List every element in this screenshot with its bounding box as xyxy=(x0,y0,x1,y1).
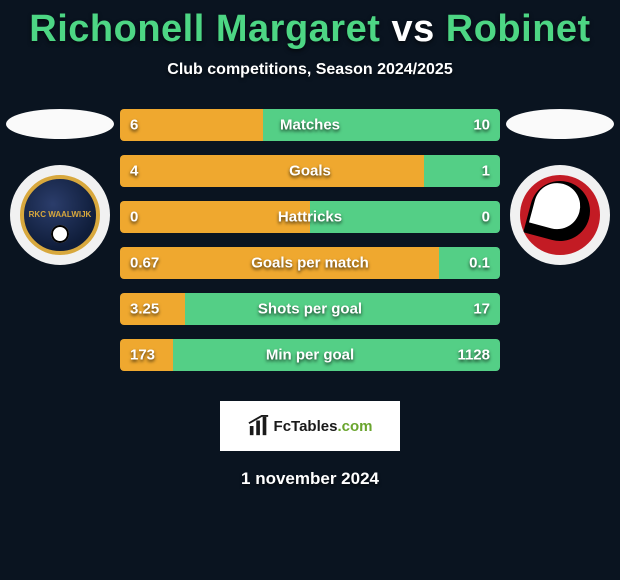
stat-bar-left xyxy=(120,109,263,141)
stat-label: Shots per goal xyxy=(258,301,362,318)
stat-value-left: 0.67 xyxy=(130,255,159,272)
bird-swoosh-icon xyxy=(523,175,596,248)
right-team-column xyxy=(500,109,620,385)
subtitle: Club competitions, Season 2024/2025 xyxy=(0,61,620,79)
stat-label: Matches xyxy=(280,117,340,134)
left-player-ellipse xyxy=(6,109,114,139)
bar-chart-icon xyxy=(248,415,270,437)
brand-text: FcTables.com xyxy=(274,418,373,435)
stat-label: Goals per match xyxy=(251,255,369,272)
comparison-area: RKC WAALWIJK Matches 6 10 Goals 4 1 Hattricks 0… xyxy=(0,109,620,385)
left-team-logo: RKC WAALWIJK xyxy=(10,165,110,265)
right-player-ellipse xyxy=(506,109,614,139)
left-team-logo-text: RKC WAALWIJK xyxy=(29,211,92,220)
stat-value-right: 0 xyxy=(482,209,490,226)
stat-bars: Matches 6 10 Goals 4 1 Hattricks 0 0 Goals per ma… xyxy=(120,109,500,385)
title-word: Robinet xyxy=(446,8,591,50)
stat-value-right: 1128 xyxy=(457,347,490,364)
stat-row: Goals per match 0.67 0.1 xyxy=(120,247,500,279)
stat-row: Goals 4 1 xyxy=(120,155,500,187)
stat-row: Min per goal 173 1128 xyxy=(120,339,500,371)
stat-bar-left xyxy=(120,155,424,187)
left-team-column: RKC WAALWIJK xyxy=(0,109,120,385)
title-word: vs xyxy=(391,8,434,50)
stat-value-left: 3.25 xyxy=(130,301,159,318)
stat-value-right: 17 xyxy=(473,301,490,318)
stat-value-left: 0 xyxy=(130,209,138,226)
stat-row: Matches 6 10 xyxy=(120,109,500,141)
stat-label: Min per goal xyxy=(266,347,354,364)
left-team-logo-inner: RKC WAALWIJK xyxy=(20,175,100,255)
title-word: Margaret xyxy=(216,8,381,50)
stat-label: Goals xyxy=(289,163,331,180)
stat-row: Shots per goal 3.25 17 xyxy=(120,293,500,325)
brand-domain: .com xyxy=(337,418,372,435)
brand-badge: FcTables.com xyxy=(220,401,400,451)
stat-value-right: 0.1 xyxy=(469,255,490,272)
stat-value-right: 1 xyxy=(482,163,490,180)
brand-name: FcTables xyxy=(274,418,338,435)
right-team-logo xyxy=(510,165,610,265)
right-team-logo-inner xyxy=(520,175,600,255)
stat-label: Hattricks xyxy=(278,209,342,226)
stat-value-left: 6 xyxy=(130,117,138,134)
stat-value-left: 173 xyxy=(130,347,155,364)
date-text: 1 november 2024 xyxy=(0,469,620,489)
page-title: Richonell Margaret vs Robinet xyxy=(0,0,620,51)
stat-row: Hattricks 0 0 xyxy=(120,201,500,233)
stat-value-right: 10 xyxy=(473,117,490,134)
soccer-ball-icon xyxy=(51,225,69,243)
stat-value-left: 4 xyxy=(130,163,138,180)
title-word: Richonell xyxy=(29,8,205,50)
